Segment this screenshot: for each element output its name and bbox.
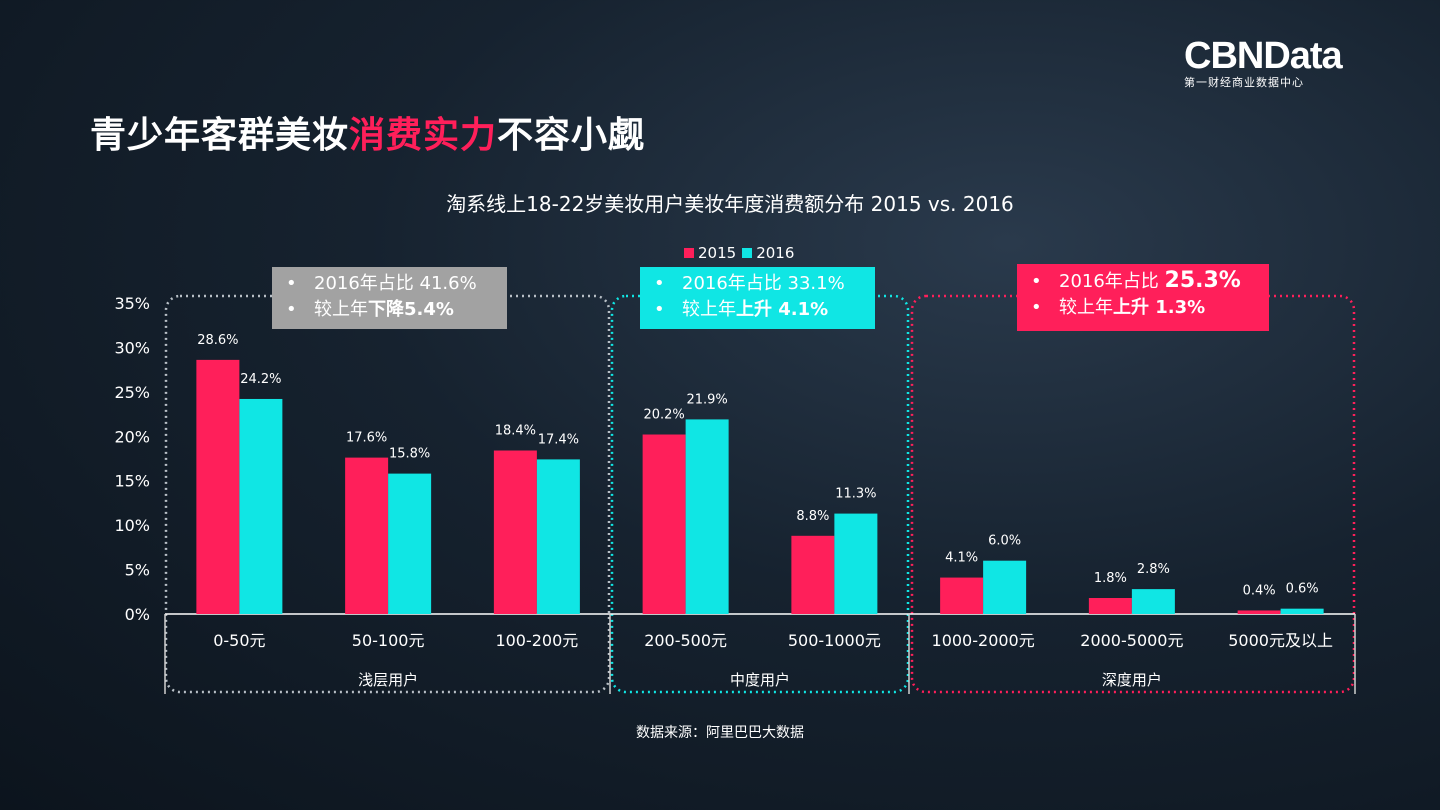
data-label-2015-0: 28.6% [197,333,238,348]
legend-swatch-2016 [742,248,753,258]
data-label-2015-2: 18.4% [495,424,536,439]
title-highlight: 消费实力 [349,115,498,156]
page-title: 青少年客群美妆消费实力不容小觑 [90,106,645,158]
y-tick-label: 20% [114,427,150,446]
data-label-2016-7: 0.6% [1286,582,1319,597]
data-label-2015-5: 4.1% [945,551,978,566]
data-source: 数据来源：阿里巴巴大数据 [636,725,804,741]
bar-2015-4 [791,535,835,614]
bar-2015-1 [345,457,389,614]
legend-label-2015: 2015 [698,244,737,262]
group-label-2: 深度用户 [1102,671,1162,689]
y-tick-label: 0% [125,605,150,624]
y-tick-label: 10% [114,516,150,535]
group-label-1: 中度用户 [730,671,790,689]
data-label-2015-4: 8.8% [796,509,829,524]
group-frame-2 [910,294,1356,694]
logo-brand: CBNData [1184,35,1343,77]
y-tick-label: 5% [125,561,150,580]
callout-deep-users: 2016年占比 25.3% 较上年上升 1.3% [1017,264,1269,331]
legend-label-2016: 2016 [756,244,795,262]
callout-shallow-line1: 2016年占比 41.6% [284,271,495,297]
data-label-2015-1: 17.6% [346,431,387,446]
bar-2016-5 [983,560,1027,614]
chart-legend: 2015 2016 [684,244,794,262]
x-tick-label: 500-1000元 [788,631,881,650]
group-frame-0 [164,294,611,694]
legend-item-2015: 2015 [684,244,736,262]
data-label-2016-1: 15.8% [389,447,430,462]
callout-medium-line1: 2016年占比 33.1% [652,271,863,297]
y-tick-label: 15% [114,472,150,491]
bar-2015-7 [1237,610,1281,614]
bar-2015-6 [1088,598,1132,614]
x-tick-label: 0-50元 [213,631,265,650]
bar-2016-7 [1280,608,1324,614]
bar-2016-4 [834,513,878,614]
callout-medium-users: 2016年占比 33.1% 较上年上升 4.1% [640,267,875,329]
data-label-2015-3: 20.2% [643,408,684,423]
x-tick-label: 200-500元 [644,631,727,650]
x-tick-label: 100-200元 [495,631,578,650]
bar-2016-1 [388,473,432,614]
data-label-2015-6: 1.8% [1094,571,1127,586]
callout-medium-line2: 较上年上升 4.1% [652,297,863,323]
chart-title: 淘系线上18-22岁美妆用户美妆年度消费额分布 2015 vs. 2016 [446,192,1014,216]
bar-2015-5 [940,577,984,614]
y-tick-label: 30% [114,338,150,357]
data-label-2016-3: 21.9% [686,392,727,407]
data-label-2015-7: 0.4% [1243,583,1276,598]
y-tick-label: 35% [114,294,150,313]
data-label-2016-5: 6.0% [988,534,1021,549]
data-label-2016-0: 24.2% [240,372,281,387]
callout-shallow-users: 2016年占比 41.6% 较上年下降5.4% [272,267,507,329]
y-tick-label: 25% [114,383,150,402]
legend-swatch-2015 [684,248,694,258]
callout-deep-line2: 较上年上升 1.3% [1029,295,1257,321]
bar-2015-3 [642,434,686,614]
legend-item-2016: 2016 [742,244,794,262]
bar-2016-3 [685,419,729,614]
logo-subtitle: 第一财经商业数据中心 [1184,76,1304,89]
title-part2: 不容小觑 [497,115,646,156]
cbndata-logo: CBNData 第一财经商业数据中心 [1184,35,1343,90]
group-label-0: 浅层用户 [358,671,418,689]
x-tick-label: 50-100元 [352,631,425,650]
data-label-2016-4: 11.3% [835,487,876,502]
data-label-2016-6: 2.8% [1137,562,1170,577]
bar-2016-2 [536,459,580,614]
bar-2015-2 [493,450,537,614]
bar-2016-6 [1131,589,1175,614]
bar-2016-0 [239,398,283,614]
bar-2015-0 [196,359,240,614]
data-label-2016-2: 17.4% [538,432,579,447]
x-tick-label: 2000-5000元 [1080,631,1183,650]
x-tick-label: 1000-2000元 [932,631,1035,650]
callout-shallow-line2: 较上年下降5.4% [284,297,495,323]
callout-deep-line1: 2016年占比 25.3% [1029,268,1257,295]
title-part1: 青少年客群美妆 [90,115,350,156]
x-tick-label: 5000元及以上 [1228,631,1333,650]
